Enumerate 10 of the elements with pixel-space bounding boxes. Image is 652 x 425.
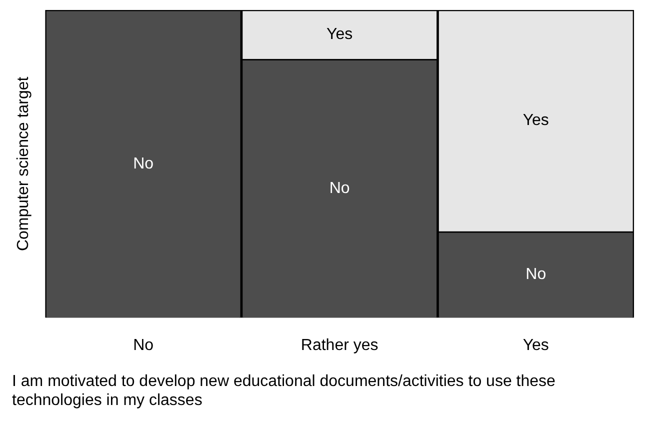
x-axis-title: I am motivated to develop new educational documents/activities to use these technologies in my classes: [12, 372, 556, 410]
text: No: [329, 180, 350, 197]
series-label: No: [526, 266, 546, 284]
text: No: [133, 155, 154, 172]
text: Yes: [522, 112, 549, 130]
x-tick-label: Rather yes: [300, 336, 378, 354]
series-label: Yes: [326, 26, 353, 44]
x-tick-label: Yes: [522, 336, 549, 354]
x-tick-label: No: [133, 336, 154, 354]
y-axis-title: Computer science target: [15, 76, 32, 252]
